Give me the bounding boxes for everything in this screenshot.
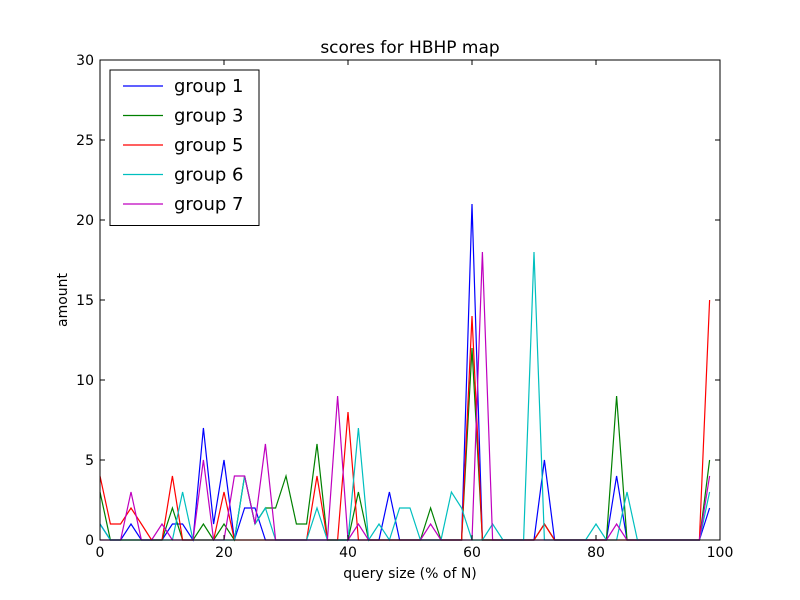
y-tick-label: 30 — [76, 53, 94, 69]
y-tick-label: 5 — [85, 453, 94, 469]
x-tick-label: 20 — [215, 545, 233, 561]
legend-label: group 7 — [174, 194, 243, 215]
legend-label: group 1 — [174, 76, 243, 97]
y-axis-label: amount — [55, 272, 71, 327]
legend-label: group 5 — [174, 135, 243, 156]
y-tick-label: 10 — [76, 373, 94, 389]
legend: group 1 group 3 group 5 group 6 group 7 — [109, 69, 260, 226]
x-axis-label: query size (% of N) — [343, 566, 477, 582]
legend-label: group 6 — [174, 165, 243, 186]
y-tick-label: 15 — [76, 293, 94, 309]
legend-box — [109, 69, 260, 226]
chart-title: scores for HBHP map — [320, 38, 499, 58]
x-tick-label: 60 — [463, 545, 481, 561]
y-tick-label: 0 — [85, 533, 94, 549]
ticks-layer: 0 20 40 60 80 100 0 5 10 15 20 25 30 — [76, 53, 733, 561]
x-tick-label: 100 — [707, 545, 734, 561]
y-tick-label: 25 — [76, 133, 94, 149]
x-tick-label: 0 — [96, 545, 105, 561]
x-tick-label: 40 — [339, 545, 357, 561]
y-tick-label: 20 — [76, 213, 94, 229]
legend-label: group 3 — [174, 106, 243, 127]
x-tick-label: 80 — [587, 545, 605, 561]
